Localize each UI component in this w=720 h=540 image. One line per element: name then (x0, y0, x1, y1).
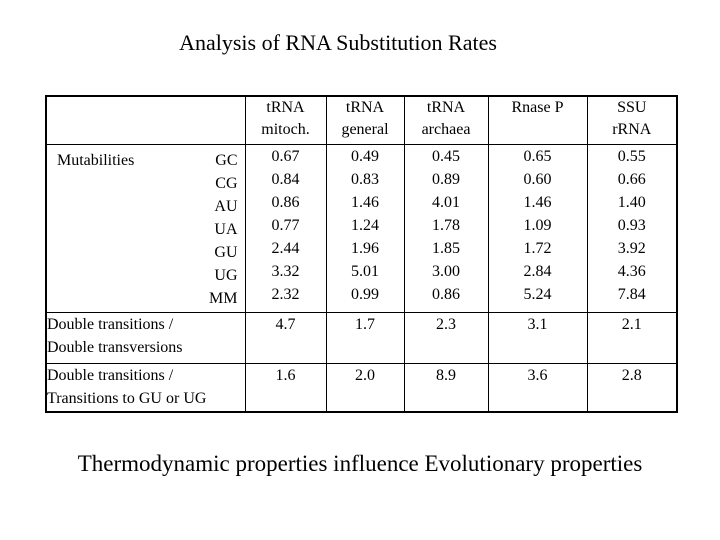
double-transitions-gu-ug-row: Double transitions / Transitions to GU o… (45, 362, 678, 413)
rna-substitution-rates-table: tRNA mitoch. tRNA general tRNA archaea R… (45, 95, 678, 413)
mutability-value: 1.85 (432, 239, 460, 257)
ratio-value: 3.6 (527, 366, 548, 384)
ratio-value: 2.3 (436, 315, 456, 333)
mutabilities-label-cell: Mutabilities GC CG AU UA GU UG MM (45, 143, 246, 313)
ratio-value: 1.6 (275, 366, 296, 384)
column-header-trna-archaea: tRNA archaea (403, 95, 489, 145)
mutability-value: 1.78 (432, 216, 460, 234)
pair-label-gc: GC (215, 151, 238, 169)
ratio-value: 2.0 (355, 366, 375, 384)
pair-label-gu: GU (214, 243, 238, 261)
column-header-rnase-p: Rnase P (487, 95, 588, 145)
mutability-value: 1.46 (523, 193, 552, 211)
pair-label-mm: MM (209, 289, 238, 307)
ratio-row-label: Double transitions / Double transversion… (45, 311, 246, 364)
mutability-value: 3.00 (432, 262, 460, 280)
ratio-value-trna-general: 2.0 (325, 362, 405, 413)
mutability-value: 0.93 (617, 216, 646, 234)
column-header-line: SSU (617, 99, 647, 116)
mutability-value: 0.55 (617, 147, 646, 165)
ratio-label-line: Transitions to GU or UG (47, 389, 207, 407)
mutability-value: 1.40 (617, 193, 646, 211)
mutability-value: 0.86 (432, 285, 460, 303)
mutability-values-ssu-rrna: 0.55 0.66 1.40 0.93 3.92 4.36 7.84 (586, 143, 678, 313)
mutability-value: 0.67 (271, 147, 300, 165)
mutability-value: 2.32 (271, 285, 300, 303)
ratio-label-line: Double transversions (47, 338, 183, 356)
mutability-values-trna-mitoch: 0.67 0.84 0.86 0.77 2.44 3.32 2.32 (244, 143, 327, 313)
mutability-value: 1.72 (523, 239, 552, 257)
ratio-row-label: Double transitions / Transitions to GU o… (45, 362, 246, 413)
mutabilities-row: Mutabilities GC CG AU UA GU UG MM 0.67 0… (45, 143, 678, 313)
column-header-line: mitoch. (261, 121, 310, 138)
mutability-value: 1.46 (351, 193, 379, 211)
column-header-line: Rnase P (511, 99, 564, 116)
mutability-value: 4.36 (617, 262, 646, 280)
mutability-value: 0.45 (432, 147, 460, 165)
column-header-line: general (341, 121, 389, 138)
ratio-value: 2.1 (621, 315, 642, 333)
mutability-value: 0.86 (271, 193, 300, 211)
table-header-row: tRNA mitoch. tRNA general tRNA archaea R… (45, 95, 678, 145)
mutability-value: 0.66 (617, 170, 646, 188)
ratio-value-trna-mitoch: 4.7 (244, 311, 327, 364)
column-header-line: tRNA (426, 99, 466, 116)
ratio-label-line: Double transitions / (47, 366, 174, 384)
ratio-value-trna-archaea: 8.9 (403, 362, 489, 413)
column-header-line: tRNA (266, 99, 305, 116)
mutability-value: 3.32 (271, 262, 300, 280)
mutability-value: 0.89 (432, 170, 460, 188)
column-header-trna-mitoch: tRNA mitoch. (244, 95, 327, 145)
conclusion-text: Thermodynamic properties influence Evolu… (77, 451, 643, 476)
mutability-value: 0.65 (523, 147, 552, 165)
mutability-value: 1.24 (351, 216, 379, 234)
ratio-value-ssu-rrna: 2.1 (586, 311, 678, 364)
mutability-value: 5.01 (351, 262, 379, 280)
pair-label-cg: CG (215, 174, 238, 192)
slide-title: Analysis of RNA Substitution Rates (179, 30, 497, 55)
mutability-values-rnase-p: 0.65 0.60 1.46 1.09 1.72 2.84 5.24 (487, 143, 588, 313)
ratio-value-ssu-rrna: 2.8 (586, 362, 678, 413)
ratio-value-trna-archaea: 2.3 (403, 311, 489, 364)
ratio-value: 3.1 (527, 315, 548, 333)
mutability-value: 0.49 (351, 147, 379, 165)
mutability-value: 0.60 (523, 170, 552, 188)
mutability-value: 5.24 (523, 285, 552, 303)
mutability-value: 0.84 (271, 170, 300, 188)
ratio-value: 2.8 (621, 366, 642, 384)
ratio-value-rnase-p: 3.1 (487, 311, 588, 364)
mutability-value: 2.84 (523, 262, 552, 280)
pair-label-au: AU (214, 197, 238, 215)
mutability-value: 7.84 (617, 285, 646, 303)
mutability-value: 0.83 (351, 170, 379, 188)
column-header-line: archaea (421, 121, 471, 138)
ratio-value-trna-general: 1.7 (325, 311, 405, 364)
mutability-value: 3.92 (617, 239, 646, 257)
pair-label-ua: UA (214, 220, 238, 238)
ratio-value: 4.7 (275, 315, 296, 333)
mutability-value: 4.01 (432, 193, 460, 211)
column-header-line: tRNA (345, 99, 385, 116)
double-transitions-transversions-row: Double transitions / Double transversion… (45, 311, 678, 364)
mutability-values-trna-archaea: 0.45 0.89 4.01 1.78 1.85 3.00 0.86 (403, 143, 489, 313)
mutability-values-trna-general: 0.49 0.83 1.46 1.24 1.96 5.01 0.99 (325, 143, 405, 313)
ratio-value: 1.7 (355, 315, 375, 333)
pair-label-ug: UG (214, 266, 238, 284)
ratio-value-rnase-p: 3.6 (487, 362, 588, 413)
ratio-label-line: Double transitions / (47, 315, 174, 333)
column-header-trna-general: tRNA general (325, 95, 405, 145)
column-header-line: rRNA (612, 121, 652, 138)
mutability-value: 1.09 (523, 216, 552, 234)
ratio-value-trna-mitoch: 1.6 (244, 362, 327, 413)
mutabilities-label: Mutabilities (57, 151, 135, 169)
mutability-value: 1.96 (351, 239, 379, 257)
mutability-value: 0.99 (351, 285, 379, 303)
ratio-value: 8.9 (436, 366, 456, 384)
mutability-value: 0.77 (271, 216, 300, 234)
mutability-value: 2.44 (271, 239, 300, 257)
header-empty-cell (45, 95, 246, 145)
column-header-ssu-rrna: SSU rRNA (586, 95, 678, 145)
base-pair-labels: GC CG AU UA GU UG MM (209, 149, 237, 310)
